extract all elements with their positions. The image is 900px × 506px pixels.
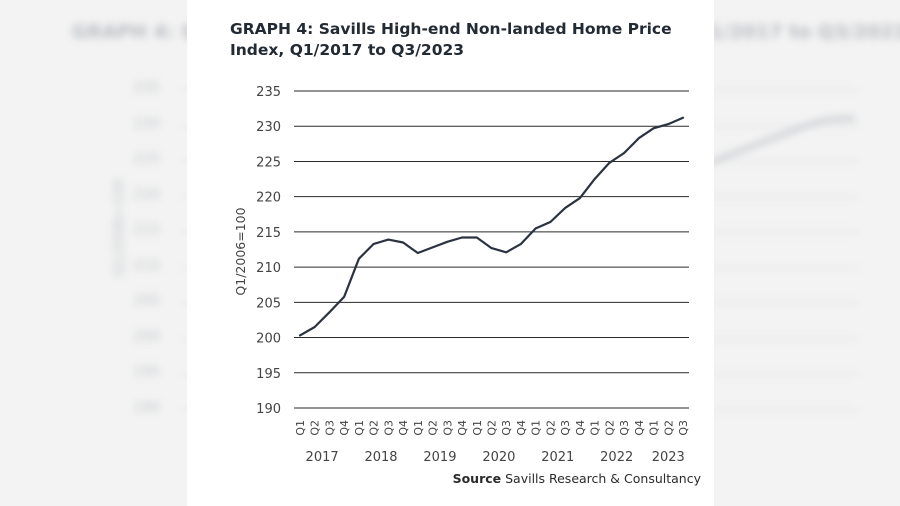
data-point-4: [358, 257, 360, 260]
year-label-2017: 2017: [306, 450, 339, 465]
y-tick-label-220: 220: [256, 191, 281, 206]
x-tick-label-3: Q4: [338, 420, 351, 436]
data-point-25: [667, 123, 670, 126]
data-point-7: [402, 241, 405, 244]
y-tick-label-215: 215: [256, 226, 281, 241]
y-tick-label-200: 200: [256, 332, 281, 347]
year-label-2021: 2021: [541, 450, 574, 465]
x-tick-label-23: Q4: [633, 420, 646, 436]
data-point-24: [652, 127, 655, 130]
background-tick-ghost: 195: [133, 364, 160, 380]
x-tick-label-7: Q4: [397, 420, 410, 436]
x-tick-label-2: Q3: [323, 420, 336, 436]
source-note: Source Savills Research & Consultancy: [453, 471, 701, 486]
background-tick-ghost: 205: [133, 293, 160, 309]
data-point-11: [461, 236, 463, 239]
data-point-26: [682, 116, 684, 119]
background-tick-ghost: 215: [133, 222, 160, 238]
data-point-2: [328, 311, 331, 314]
x-tick-label-10: Q3: [441, 420, 454, 436]
x-tick-label-9: Q2: [427, 420, 440, 436]
x-tick-label-4: Q1: [353, 420, 366, 436]
background-tick-ghost: 190: [133, 399, 160, 416]
data-point-0: [299, 334, 301, 337]
x-tick-label-25: Q2: [662, 420, 675, 436]
x-tick-label-20: Q1: [589, 420, 602, 436]
x-tick-label-11: Q4: [456, 420, 469, 436]
chart-title: GRAPH 4: Savills High-end Non-landed Hom…: [230, 20, 672, 59]
x-tick-label-16: Q1: [530, 420, 543, 436]
line-chart: 190 195 200 205 210 215 220 225 230 235 Q1/2006=10…: [233, 85, 690, 465]
x-tick-label-12: Q1: [471, 420, 484, 436]
data-point-22: [623, 152, 625, 154]
data-point-1: [313, 326, 316, 328]
data-point-12: [475, 236, 478, 239]
data-point-14: [505, 251, 508, 254]
data-point-6: [387, 238, 390, 241]
x-tick-label-13: Q2: [486, 420, 499, 436]
x-tick-label-0: Q1: [294, 420, 307, 436]
x-tick-label-15: Q4: [515, 420, 528, 436]
y-tick-label-230: 230: [256, 120, 281, 135]
data-point-16: [534, 227, 537, 230]
background-tick-ghost: 230: [133, 115, 160, 132]
background-tick-ghost: 220: [133, 186, 160, 203]
y-tick-label-235: 235: [256, 85, 281, 100]
background-tick-ghost: 235: [133, 80, 160, 96]
x-tick-label-17: Q2: [544, 420, 557, 436]
year-label-2018: 2018: [364, 450, 397, 465]
y-tick-label-205: 205: [256, 296, 281, 311]
data-point-17: [549, 221, 552, 223]
data-point-9: [431, 246, 434, 249]
y-tick-label-225: 225: [256, 155, 281, 170]
x-tick-label-21: Q2: [603, 420, 616, 436]
data-point-23: [637, 137, 640, 140]
x-tick-label-24: Q1: [648, 420, 661, 436]
year-label-2023: 2023: [652, 450, 685, 465]
data-point-8: [416, 252, 419, 254]
year-label-2020: 2020: [482, 450, 515, 465]
data-point-5: [372, 242, 375, 245]
y-tick-label-195: 195: [256, 367, 281, 382]
data-point-20: [593, 178, 596, 180]
x-tick-label-19: Q4: [574, 420, 587, 436]
year-label-2019: 2019: [423, 450, 456, 465]
data-point-10: [446, 240, 449, 243]
x-tick-label-14: Q3: [500, 420, 513, 436]
background-tick-ghost: 200: [133, 328, 160, 345]
year-label-2022: 2022: [600, 450, 633, 465]
data-point-13: [490, 247, 493, 249]
data-point-18: [564, 207, 567, 209]
x-tick-label-18: Q3: [559, 420, 572, 436]
x-tick-label-5: Q2: [368, 420, 381, 436]
y-tick-label-190: 190: [256, 402, 281, 417]
y-axis-label: Q1/2006=100: [233, 207, 248, 295]
data-point-19: [578, 197, 581, 199]
x-tick-label-1: Q2: [309, 420, 322, 436]
source-text: Savills Research & Consultancy: [501, 471, 701, 486]
x-tick-label-26: Q3: [677, 420, 690, 436]
y-tick-label-210: 210: [256, 261, 281, 276]
background-tick-ghost: 225: [133, 151, 160, 167]
background-curve-ghost: [704, 116, 856, 167]
data-point-3: [343, 295, 346, 298]
x-tick-label-22: Q3: [618, 420, 631, 436]
data-point-15: [520, 242, 522, 245]
background-tick-ghost: 210: [133, 257, 160, 274]
x-tick-label-8: Q1: [412, 420, 425, 436]
chart-card: GRAPH 4: Savills High-end Non-landed Hom…: [187, 0, 714, 506]
source-label: Source: [452, 471, 502, 486]
x-tick-label-6: Q3: [382, 420, 395, 436]
data-point-21: [608, 161, 611, 164]
